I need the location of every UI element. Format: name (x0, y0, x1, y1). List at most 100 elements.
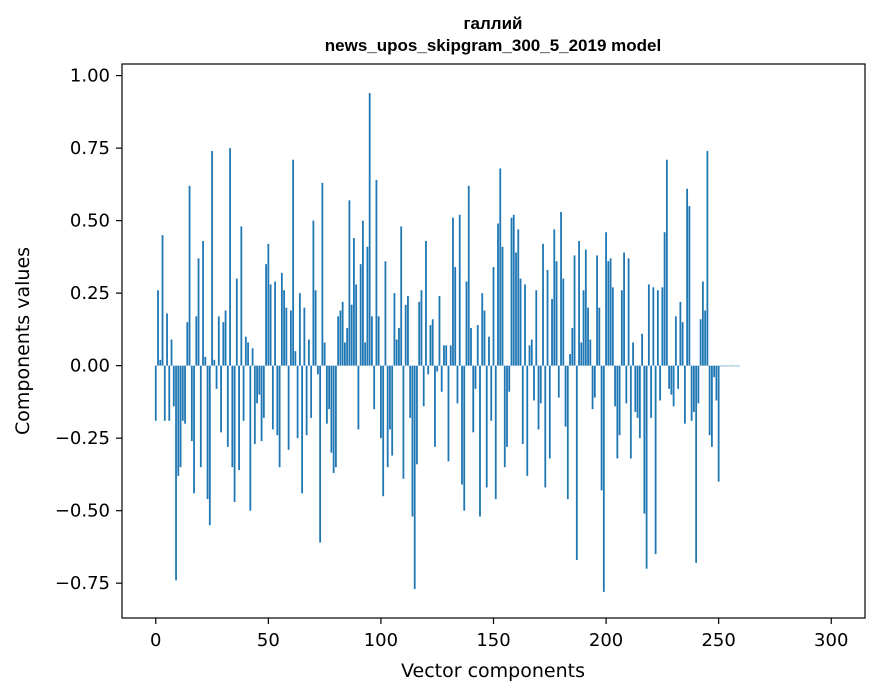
bar-174 (546, 269, 549, 366)
x-tick-label: 50 (257, 630, 280, 651)
bar-79 (332, 365, 335, 473)
bar-208 (623, 252, 625, 366)
bar-179 (557, 365, 560, 398)
bar-197 (598, 307, 601, 366)
bar-183 (566, 365, 569, 500)
bar-89 (355, 284, 358, 366)
bar-201 (607, 261, 610, 366)
bar-100 (380, 365, 382, 439)
bar-238 (690, 365, 693, 421)
bar-221 (652, 287, 655, 366)
bar-145 (481, 293, 484, 366)
bar-211 (629, 365, 632, 459)
bar-239 (692, 365, 695, 413)
bar-136 (461, 365, 463, 485)
bar-9 (175, 365, 177, 581)
bar-34 (231, 365, 234, 468)
bar-225 (661, 287, 664, 366)
bar-101 (382, 365, 385, 497)
bar-118 (420, 290, 423, 366)
bar-124 (434, 365, 436, 447)
bar-205 (616, 365, 619, 459)
bar-128 (443, 345, 445, 366)
bar-217 (643, 365, 646, 514)
bar-185 (571, 327, 574, 366)
bar-97 (373, 365, 376, 410)
bar-51 (269, 284, 272, 366)
bar-0 (154, 365, 157, 421)
bar-22 (204, 356, 207, 366)
bar-5 (166, 313, 168, 366)
bar-116 (416, 365, 418, 465)
bar-99 (377, 316, 380, 366)
bar-178 (555, 261, 558, 366)
bar-134 (456, 365, 459, 404)
bar-48 (262, 365, 265, 418)
bar-56 (280, 272, 283, 366)
bar-219 (647, 284, 650, 366)
bar-106 (393, 293, 396, 366)
bar-216 (641, 333, 643, 366)
bar-191 (584, 249, 587, 366)
bar-6 (168, 365, 171, 421)
bar-199 (602, 365, 605, 592)
bar-256 (731, 365, 734, 367)
bar-206 (618, 365, 621, 436)
bar-83 (341, 301, 344, 366)
bar-40 (244, 336, 247, 366)
y-tick-label: 0.25 (70, 283, 110, 304)
bar-77 (328, 365, 331, 410)
bar-88 (353, 238, 355, 366)
bar-72 (316, 365, 319, 375)
bar-253 (724, 365, 727, 367)
bar-228 (668, 365, 671, 389)
bar-4 (163, 365, 166, 421)
bar-94 (366, 246, 369, 366)
bar-165 (526, 365, 529, 476)
bar-86 (348, 200, 351, 366)
bar-233 (679, 301, 682, 366)
bar-115 (413, 365, 416, 589)
bar-244 (704, 310, 707, 366)
bar-55 (278, 365, 281, 468)
bar-114 (411, 365, 414, 517)
bar-242 (699, 319, 702, 366)
bar-161 (517, 229, 520, 366)
bar-131 (449, 345, 452, 366)
bar-251 (720, 365, 722, 367)
bar-227 (665, 159, 668, 366)
bar-126 (438, 296, 441, 366)
bar-67 (305, 365, 308, 436)
bar-58 (285, 307, 288, 366)
bar-169 (535, 290, 538, 366)
bar-113 (409, 365, 412, 418)
bar-32 (226, 365, 229, 447)
bar-52 (271, 365, 274, 430)
bar-240 (695, 365, 698, 563)
bar-137 (463, 365, 466, 511)
bar-156 (506, 365, 508, 447)
bar-175 (548, 365, 551, 459)
bar-196 (596, 255, 598, 366)
bar-60 (289, 310, 292, 366)
bar-95 (368, 93, 371, 366)
bar-192 (587, 307, 589, 366)
bar-171 (539, 365, 542, 404)
bar-2 (159, 359, 162, 366)
y-tick-label: 0.75 (70, 138, 110, 159)
bar-121 (427, 365, 430, 375)
bar-155 (503, 365, 506, 468)
bar-96 (371, 316, 373, 366)
bar-237 (688, 206, 691, 366)
bar-29 (220, 365, 222, 433)
bar-143 (476, 325, 479, 366)
bar-246 (708, 365, 711, 436)
bar-151 (494, 365, 497, 500)
bar-198 (600, 365, 603, 491)
bar-180 (560, 211, 562, 366)
bar-70 (312, 220, 315, 366)
bar-27 (215, 365, 218, 389)
bar-38 (240, 226, 243, 366)
bar-170 (537, 365, 540, 430)
bar-16 (190, 365, 193, 442)
